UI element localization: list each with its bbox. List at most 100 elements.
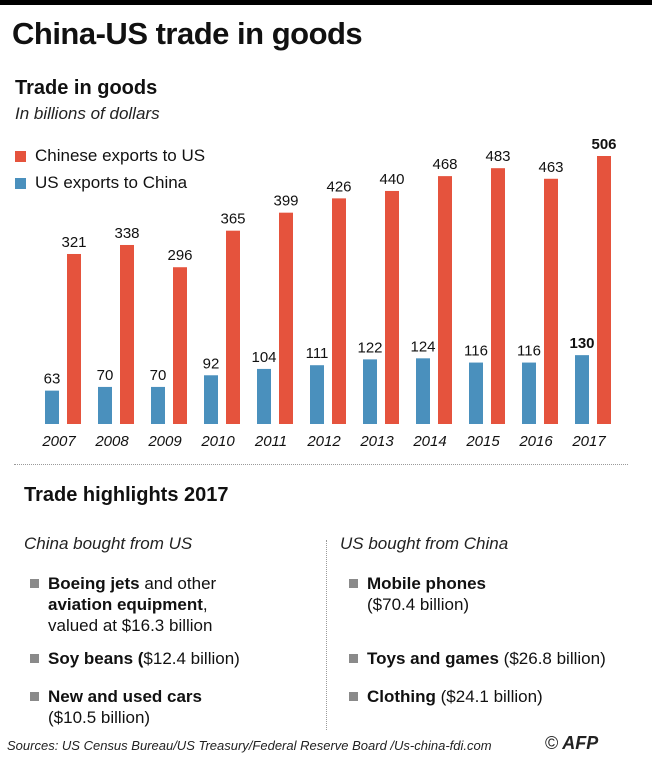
bar-us-exports-2012 [310,365,324,424]
x-tick-label-2008: 2008 [94,433,129,450]
page-title: China-US trade in goods [12,16,363,51]
item-bold: Toys and games [367,649,499,668]
bar-us-exports-2009 [151,386,165,424]
data-label-chinese-exports-2014: 468 [432,156,457,173]
item-text: ($10.5 billion) [48,708,151,727]
highlights-title: Trade highlights 2017 [24,484,229,506]
agency-name: AFP [562,733,599,753]
left-column-heading: China bought from US [24,534,193,553]
top-rule [0,0,652,5]
bullet-icon [349,654,358,663]
bar-chinese-exports-2007 [67,253,81,424]
chart-title: Trade in goods [15,77,158,99]
highlight-item-cars: New and used cars ($10.5 billion) [30,686,320,728]
bar-us-exports-2014 [416,358,430,424]
x-tick-label-2011: 2011 [254,433,287,450]
bullet-icon [30,692,39,701]
highlight-item-toys: Toys and games ($26.8 billion) [349,648,644,669]
bar-chinese-exports-2011 [279,212,293,424]
data-label-chinese-exports-2010: 365 [220,211,245,228]
item-text: $12.4 billion) [143,649,240,668]
data-label-us-exports-2014: 124 [410,338,435,355]
x-tick-label-2013: 2013 [359,433,394,450]
data-label-us-exports-2007: 63 [44,371,61,388]
data-label-chinese-exports-2009: 296 [167,247,192,264]
data-label-us-exports-2017: 130 [569,335,594,352]
data-label-chinese-exports-2012: 426 [326,178,351,195]
bar-chinese-exports-2013 [385,190,399,424]
x-tick-label-2015: 2015 [465,433,500,450]
data-label-us-exports-2012: 111 [306,345,329,362]
data-label-chinese-exports-2007: 321 [61,234,86,251]
bar-chinese-exports-2012 [332,198,346,424]
legend-swatch-red [15,150,26,162]
x-tick-label-2007: 2007 [41,433,76,450]
highlight-item-soy: Soy beans ($12.4 billion) [30,648,320,669]
item-text: ($24.1 billion) [435,687,543,706]
legend-label: Chinese exports to US [35,146,206,165]
column-divider [326,540,327,730]
bar-us-exports-2011 [257,368,271,424]
data-label-chinese-exports-2016: 463 [538,159,563,176]
data-label-us-exports-2008: 70 [97,367,114,384]
data-label-chinese-exports-2008: 338 [114,225,139,242]
x-tick-label-2012: 2012 [306,433,341,450]
bar-us-exports-2013 [363,359,377,424]
x-tick-label-2016: 2016 [518,433,553,450]
bar-chinese-exports-2014 [438,176,452,424]
data-label-us-exports-2013: 122 [357,339,382,356]
item-bold: Clothing [367,687,436,706]
highlight-item-clothing: Clothing ($24.1 billion) [349,686,644,707]
x-tick-label-2014: 2014 [412,433,446,450]
item-bold: Soy beans ( [48,649,144,668]
bar-us-exports-2017 [575,355,589,424]
legend-item-chinese-exports: Chinese exports to US [15,146,205,166]
bullet-icon [30,654,39,663]
data-label-chinese-exports-2015: 483 [485,148,510,165]
highlight-item-phones: Mobile phones ($70.4 billion) [349,573,644,615]
item-text: and other [139,574,217,593]
x-tick-label-2017: 2017 [571,433,606,450]
data-label-us-exports-2009: 70 [150,367,167,384]
bar-us-exports-2010 [204,375,218,424]
data-label-us-exports-2016: 116 [517,343,541,360]
item-text: ($26.8 billion) [498,649,606,668]
right-column-heading: US bought from China [340,534,509,553]
item-text: ($70.4 billion) [367,595,470,614]
item-bold: Mobile phones [367,574,486,593]
bar-chinese-exports-2016 [544,178,558,424]
bar-us-exports-2007 [45,390,59,424]
x-tick-label-2009: 2009 [147,433,182,450]
legend-swatch-blue [15,177,26,189]
item-text: , [202,595,208,614]
bar-chinese-exports-2008 [120,244,134,424]
legend-item-us-exports: US exports to China [15,173,187,193]
data-label-us-exports-2011: 104 [251,349,276,366]
bar-chart: 63 321 2007 70 338 2008 70 296 2009 92 365 2010 104 3… [41,136,616,450]
sources-note: Sources: US Census Bureau/US Treasury/Fe… [7,738,492,753]
bullet-icon [349,579,358,588]
item-text: valued at $16.3 billion [48,616,213,635]
legend-label: US exports to China [35,173,188,192]
data-label-us-exports-2010: 92 [203,355,220,372]
bar-us-exports-2008 [98,386,112,424]
highlight-item-boeing: Boeing jets and other aviation equipment… [30,573,320,636]
item-bold: aviation equipment [48,595,203,614]
data-label-chinese-exports-2017: 506 [591,136,616,153]
data-label-us-exports-2015: 116 [464,343,488,360]
bar-us-exports-2015 [469,362,483,424]
bar-chinese-exports-2009 [173,267,187,424]
afp-logo: © AFP [545,733,598,754]
bar-chinese-exports-2017 [597,156,611,424]
bar-us-exports-2016 [522,362,536,424]
bar-chinese-exports-2015 [491,168,505,424]
x-tick-label-2010: 2010 [200,433,235,450]
data-label-chinese-exports-2013: 440 [379,171,404,188]
copyright-icon: © [545,733,559,753]
item-bold: Boeing jets [48,574,140,593]
chart-units: In billions of dollars [15,104,160,123]
bar-chinese-exports-2010 [226,230,240,424]
section-divider [14,464,628,465]
bullet-icon [349,692,358,701]
data-label-chinese-exports-2011: 399 [273,193,298,210]
